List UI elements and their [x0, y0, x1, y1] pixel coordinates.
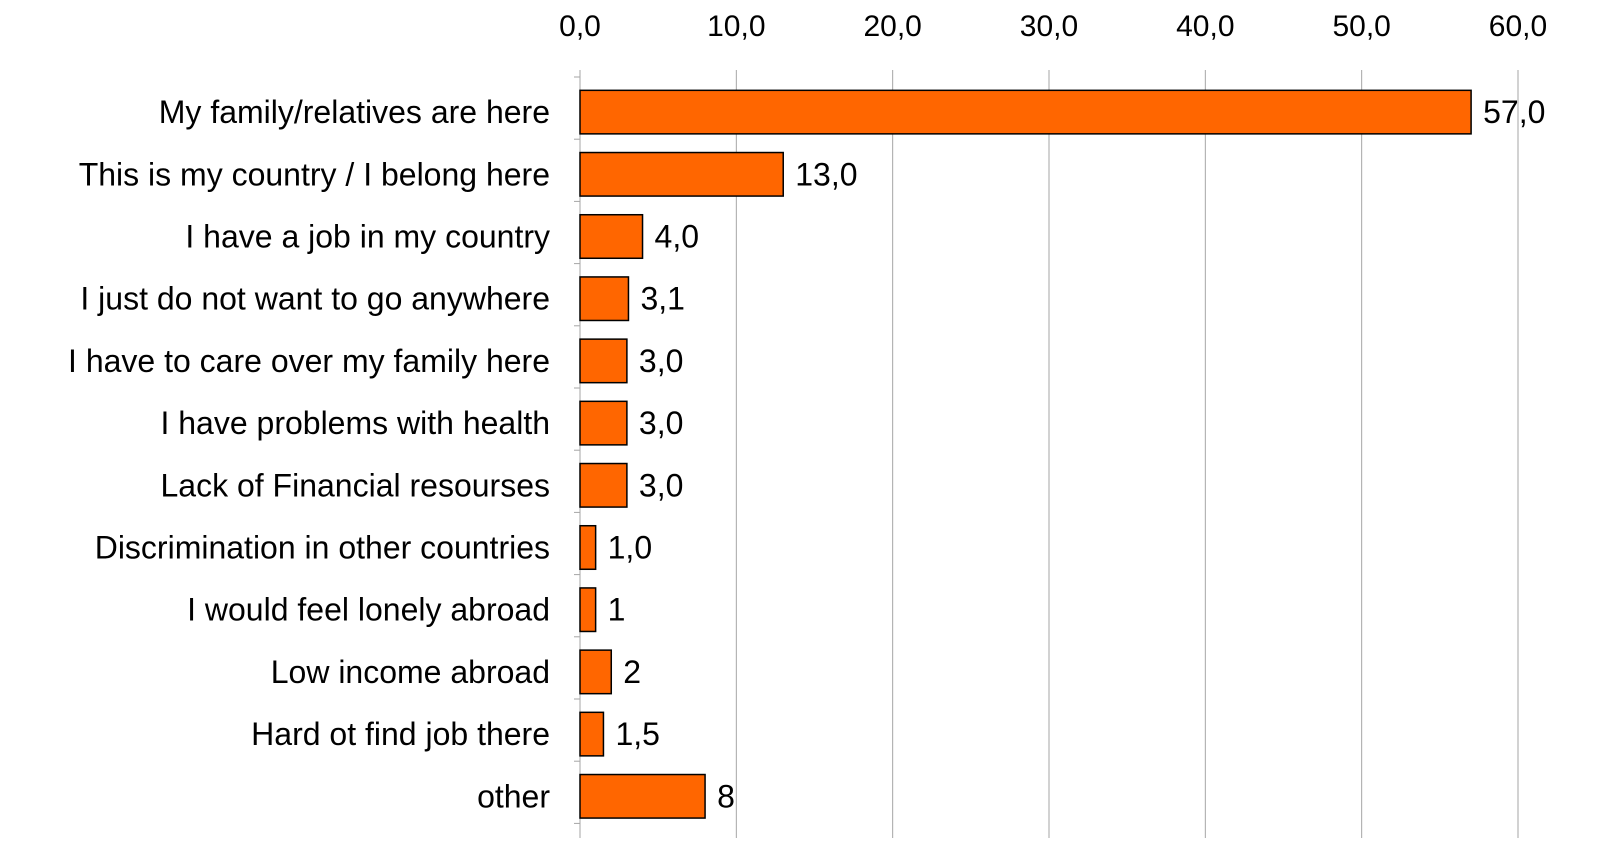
data-label: 4,0: [655, 219, 699, 255]
x-tick-label: 40,0: [1176, 10, 1234, 43]
category-label: This is my country / I belong here: [79, 156, 550, 192]
x-tick-label: 60,0: [1489, 10, 1547, 43]
data-labels: 57,0 13,0 4,0 3,1 3,0 3,0 3,0 1,0 1 2 1,5 8: [608, 94, 1546, 814]
bar: [579, 151, 784, 197]
bar: [579, 524, 597, 571]
category-label: Low income abroad: [271, 654, 550, 690]
bar: [579, 89, 1472, 135]
category-axis: [574, 70, 581, 838]
x-axis-ticks: 0,0 10,0 20,0 30,0 40,0 50,0 60,0: [559, 10, 1547, 43]
x-tick-label: 10,0: [707, 10, 765, 43]
category-label: I have problems with health: [160, 405, 550, 441]
data-label: 13,0: [795, 156, 857, 192]
bar: [579, 649, 613, 695]
category-label: I have a job in my country: [185, 219, 550, 255]
bar: [579, 400, 628, 446]
data-label: 57,0: [1483, 94, 1545, 130]
bar: [579, 338, 628, 384]
category-label: I would feel lonely abroad: [187, 592, 550, 628]
data-label: 1,5: [615, 716, 659, 752]
data-label: 3,0: [639, 343, 683, 379]
bar: [579, 711, 605, 757]
x-tick-label: 30,0: [1020, 10, 1078, 43]
data-label: 3,0: [639, 405, 683, 441]
category-label: Lack of Financial resourses: [160, 467, 550, 503]
data-label: 3,0: [639, 467, 683, 503]
x-tick-label: 50,0: [1332, 10, 1390, 43]
x-tick-label: 20,0: [863, 10, 921, 43]
bars: [579, 89, 1472, 819]
x-tick-label: 0,0: [559, 10, 601, 43]
category-label: Hard ot find job there: [251, 716, 550, 752]
bar: [579, 276, 630, 322]
bar: [579, 773, 706, 819]
data-label: 1,0: [608, 530, 652, 566]
category-label: My family/relatives are here: [159, 94, 550, 130]
category-label: I have to care over my family here: [68, 343, 550, 379]
data-label: 8: [717, 778, 735, 814]
category-label: I just do not want to go anywhere: [80, 281, 550, 317]
data-label: 3,1: [640, 281, 684, 317]
bar: [579, 213, 644, 260]
category-label: Discrimination in other countries: [95, 530, 550, 566]
category-labels: My family/relatives are here This is my c…: [68, 94, 550, 814]
category-label: other: [477, 778, 550, 814]
gridlines: [735, 70, 1519, 838]
data-label: 1: [608, 592, 626, 628]
data-label: 2: [623, 654, 641, 690]
bar: [579, 587, 597, 633]
bar: [579, 462, 628, 508]
